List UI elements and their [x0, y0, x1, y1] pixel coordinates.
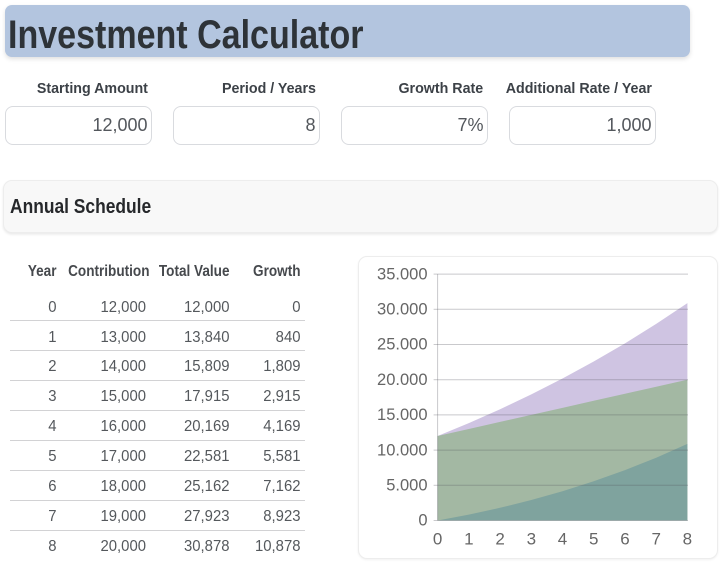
svg-text:10.000: 10.000: [377, 441, 427, 459]
svg-text:8: 8: [683, 530, 692, 549]
svg-text:0: 0: [418, 512, 427, 530]
svg-text:4: 4: [558, 530, 567, 549]
svg-text:3: 3: [527, 530, 536, 549]
svg-text:6: 6: [620, 530, 629, 549]
svg-text:2: 2: [495, 530, 504, 549]
svg-text:1: 1: [464, 530, 473, 549]
svg-text:30.000: 30.000: [377, 301, 427, 319]
svg-text:7: 7: [651, 530, 660, 549]
svg-text:5.000: 5.000: [386, 477, 427, 495]
svg-text:20.000: 20.000: [377, 371, 427, 389]
svg-text:15.000: 15.000: [377, 406, 427, 424]
svg-text:25.000: 25.000: [377, 336, 427, 354]
svg-text:5: 5: [589, 530, 598, 549]
svg-text:0: 0: [433, 530, 442, 549]
svg-text:35.000: 35.000: [377, 265, 427, 283]
